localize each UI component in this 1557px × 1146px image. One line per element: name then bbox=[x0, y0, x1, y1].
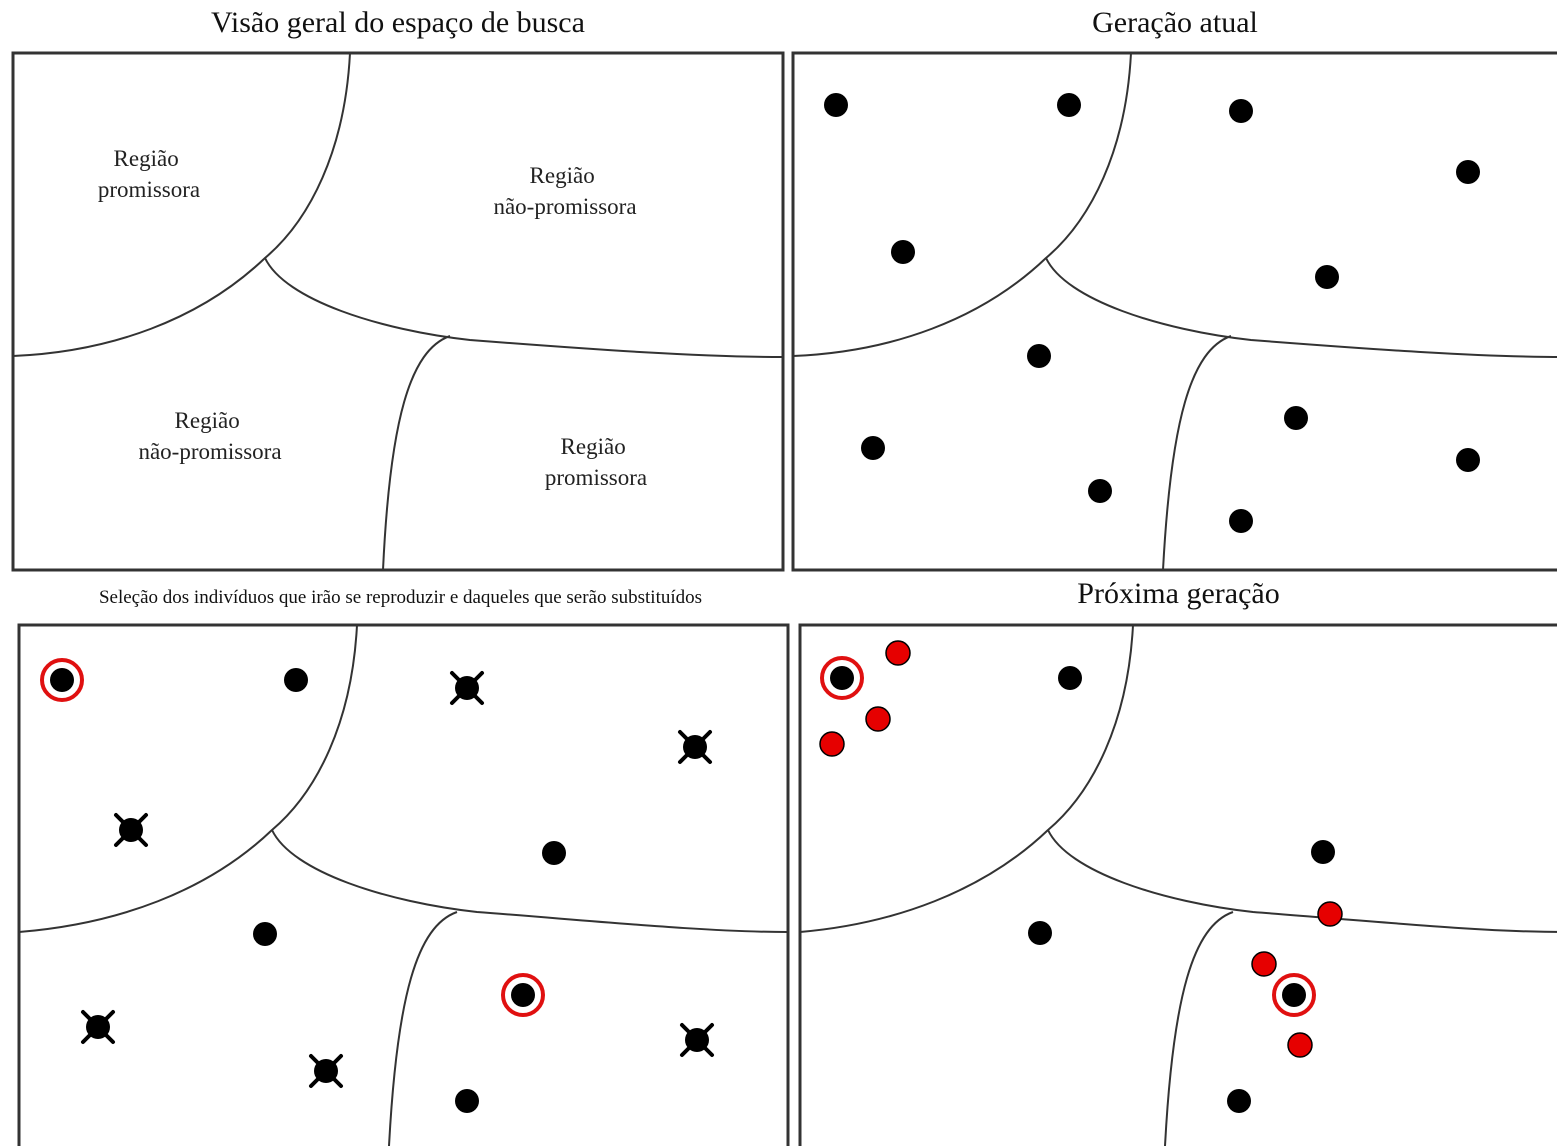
region-label-line: não-promissora bbox=[493, 194, 636, 219]
region-label-line: Região bbox=[561, 434, 626, 459]
selected-individual bbox=[50, 668, 74, 692]
region-label-line: promissora bbox=[545, 465, 647, 490]
individual bbox=[1311, 840, 1335, 864]
individual bbox=[1456, 160, 1480, 184]
offspring-individual bbox=[820, 732, 844, 756]
replaced-individual bbox=[452, 673, 482, 703]
individual bbox=[824, 93, 848, 117]
current-generation-panel bbox=[793, 53, 1557, 570]
overview-frame bbox=[13, 53, 783, 570]
individual bbox=[891, 240, 915, 264]
individual bbox=[542, 841, 566, 865]
individual bbox=[455, 1089, 479, 1113]
individual bbox=[1315, 265, 1339, 289]
individual bbox=[1227, 1089, 1251, 1113]
selection-panel bbox=[19, 625, 788, 1146]
next-frame bbox=[800, 625, 1557, 1146]
current-frame bbox=[793, 53, 1557, 570]
selection-frame bbox=[19, 625, 788, 1146]
offspring-individual bbox=[1288, 1033, 1312, 1057]
replaced-individual bbox=[311, 1056, 341, 1086]
selected-individual bbox=[511, 983, 535, 1007]
region-label-line: Região bbox=[530, 163, 595, 188]
individual bbox=[1284, 406, 1308, 430]
individual bbox=[1456, 448, 1480, 472]
individual bbox=[1229, 509, 1253, 533]
selected-individual bbox=[1282, 983, 1306, 1007]
region-label-line: promissora bbox=[98, 177, 200, 202]
replaced-individual bbox=[116, 815, 146, 845]
individual bbox=[284, 668, 308, 692]
region-label-line: Região bbox=[114, 146, 179, 171]
offspring-individual bbox=[1252, 952, 1276, 976]
region-label-line: não-promissora bbox=[138, 439, 281, 464]
replaced-individual bbox=[680, 732, 710, 762]
region-label-line: Região bbox=[175, 408, 240, 433]
selected-individual bbox=[830, 666, 854, 690]
individual bbox=[1229, 99, 1253, 123]
offspring-individual bbox=[1318, 902, 1342, 926]
individual bbox=[253, 922, 277, 946]
next-generation-panel bbox=[800, 625, 1557, 1146]
individual bbox=[861, 436, 885, 460]
overview-panel: Região promissora Região não-promissora … bbox=[13, 53, 783, 570]
individual bbox=[1088, 479, 1112, 503]
individual bbox=[1027, 344, 1051, 368]
replaced-individual bbox=[682, 1025, 712, 1055]
individual bbox=[1058, 666, 1082, 690]
replaced-individual bbox=[83, 1012, 113, 1042]
individual bbox=[1028, 921, 1052, 945]
individual bbox=[1057, 93, 1081, 117]
offspring-individual bbox=[886, 641, 910, 665]
offspring-individual bbox=[866, 707, 890, 731]
